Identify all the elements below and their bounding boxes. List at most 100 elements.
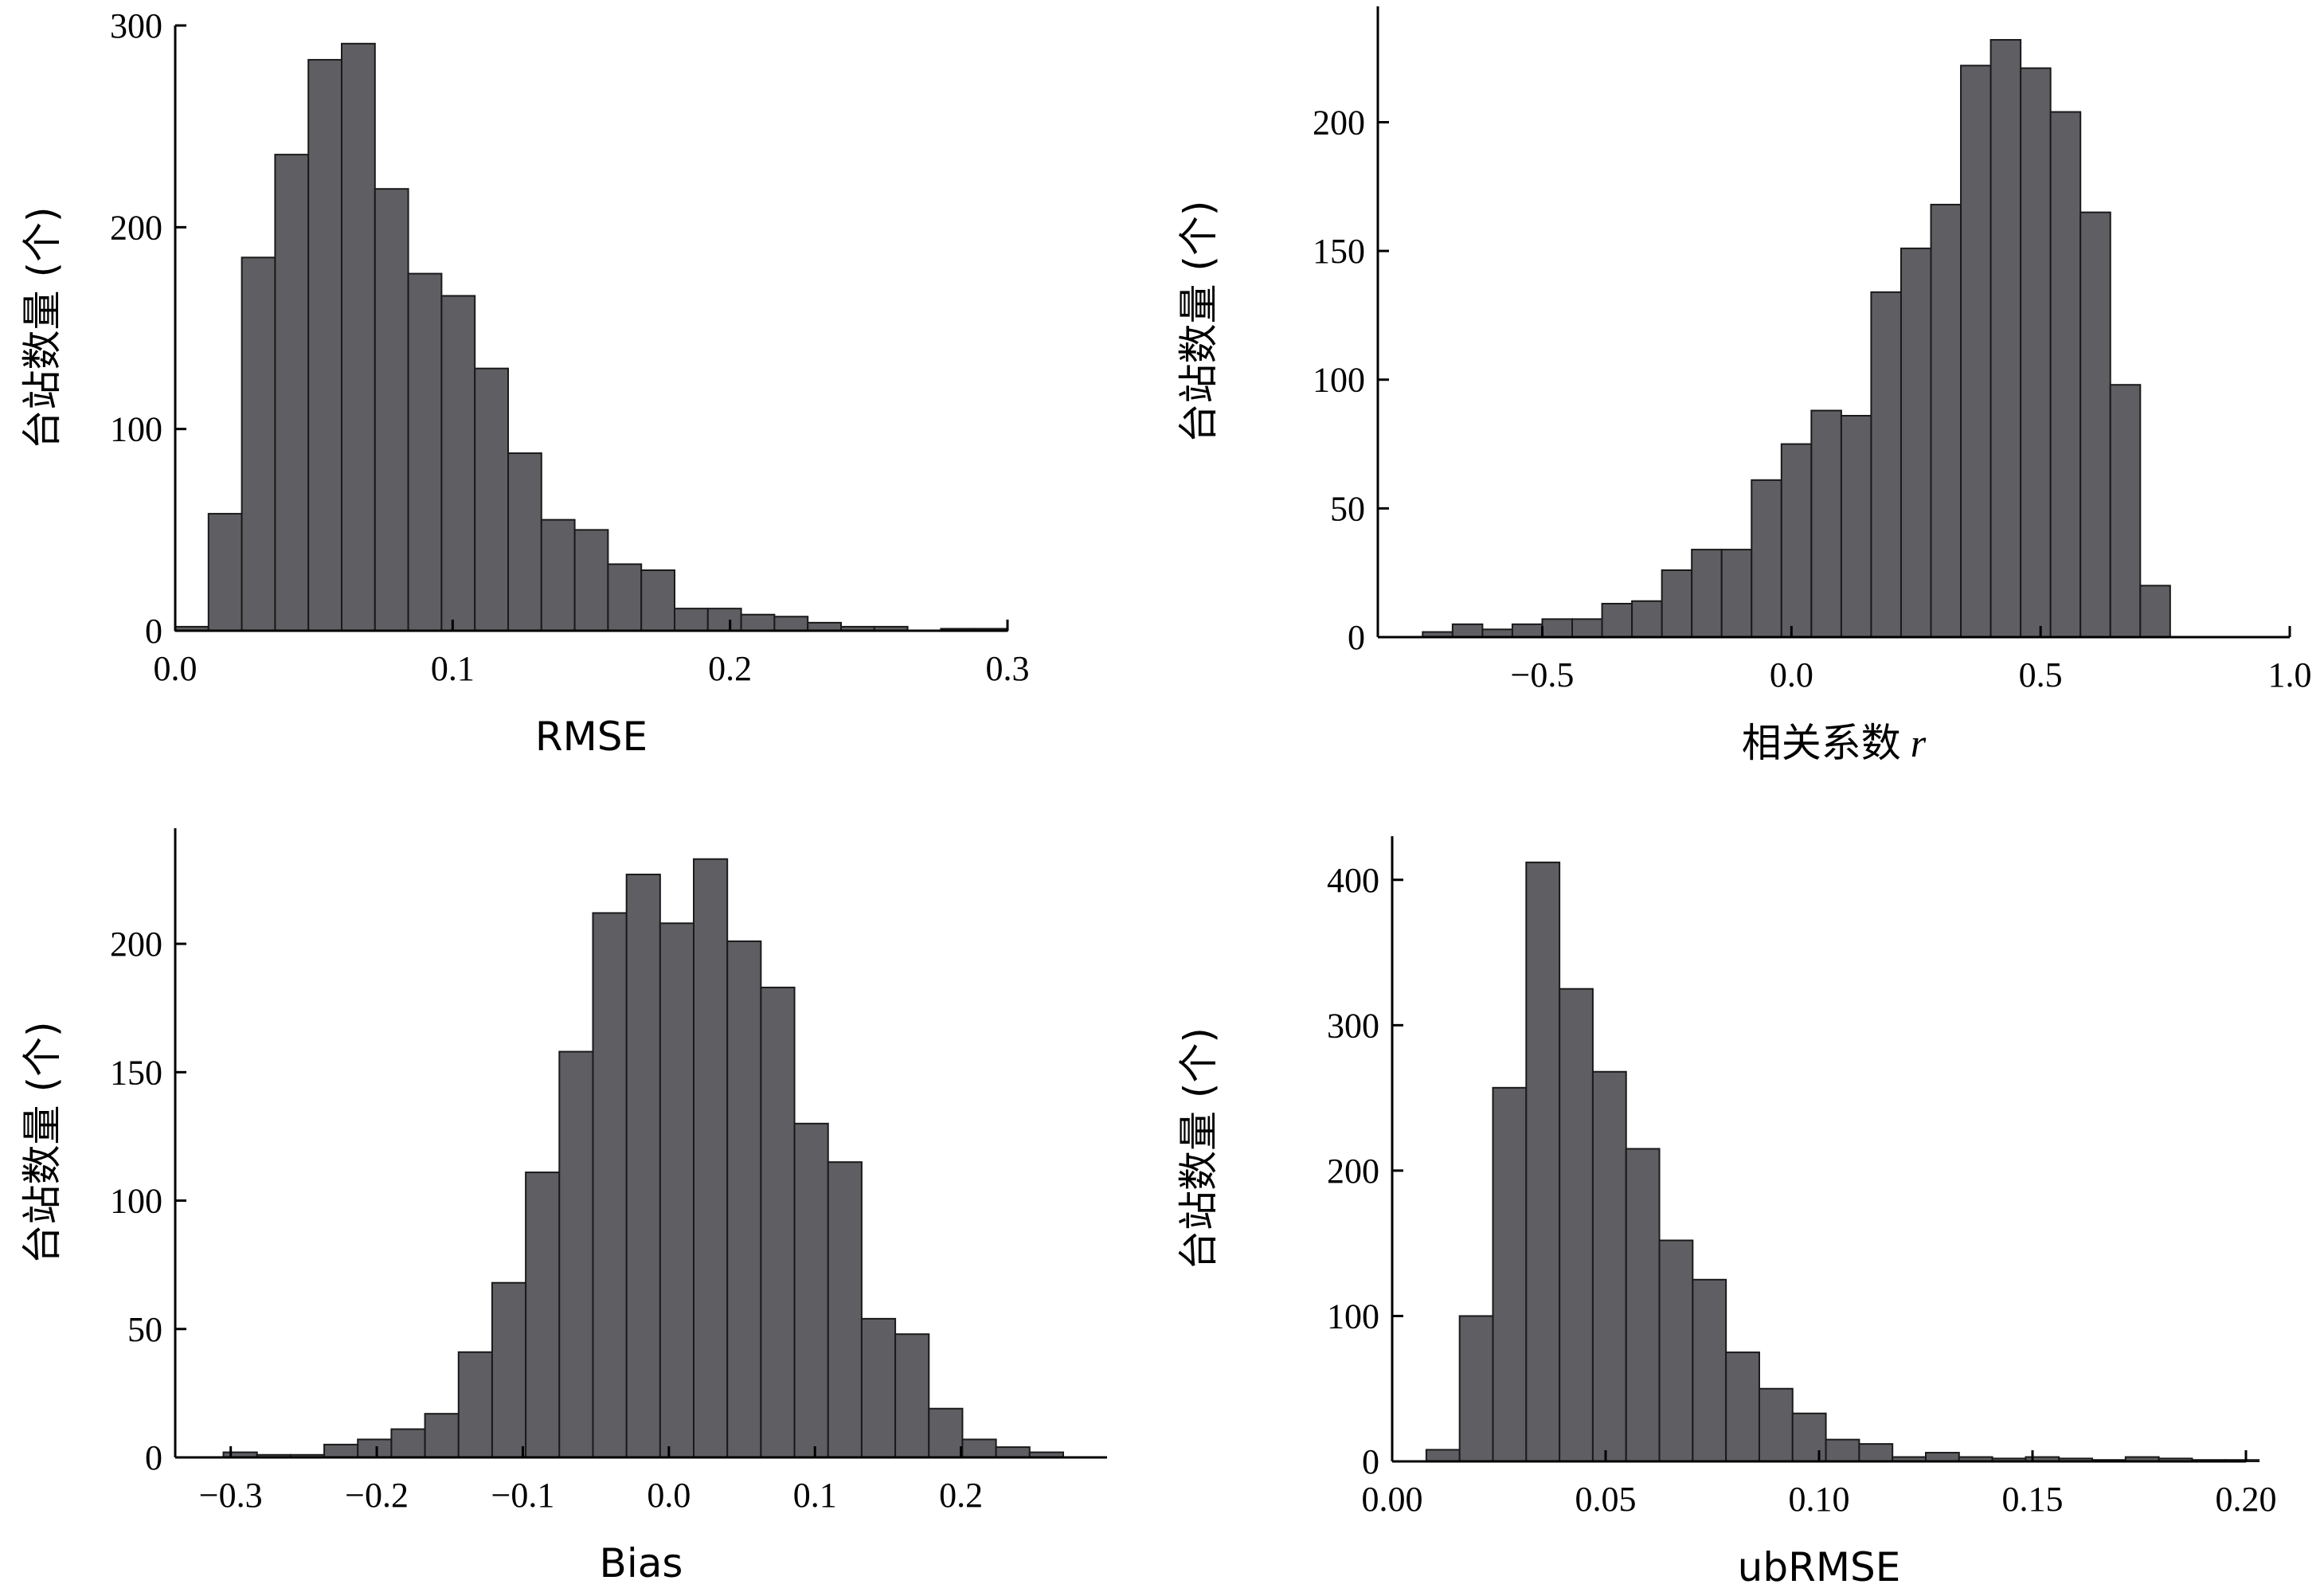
x-axis-label-text: RMSE xyxy=(535,714,648,760)
x-tick-label: 0.0 xyxy=(1770,655,1813,694)
x-tick-label: 0.2 xyxy=(939,1476,983,1515)
histogram-bar xyxy=(1858,1443,1894,1462)
histogram-bar xyxy=(1691,549,1723,638)
histogram-bar xyxy=(607,563,643,632)
histogram-bar xyxy=(1791,1412,1827,1463)
histogram-bar xyxy=(2020,67,2052,638)
histogram-bar xyxy=(1451,623,1484,638)
panel-rmse: 0 100 200 300 0.0 0.1 0.2 0.3 RMSE 台站数量 (个) xyxy=(19,6,1030,760)
histogram-bar xyxy=(440,295,476,632)
panel-ubrmse: 0 100 200 300 400 0.00 0.05 0.10 0.15 0.20 ubRMSE 台… xyxy=(1176,836,2277,1590)
x-tick-label: −0.3 xyxy=(199,1476,263,1515)
histogram-bar xyxy=(726,940,762,1458)
x-axis-label-variable: r xyxy=(1911,721,1927,765)
histogram-bar xyxy=(241,256,276,632)
histogram-bar xyxy=(674,608,709,632)
y-tick-label: 100 xyxy=(110,1182,162,1221)
histogram-bar xyxy=(1492,1086,1528,1462)
histogram-bar xyxy=(807,621,843,632)
histogram-bar xyxy=(1840,414,1872,638)
histogram-bar xyxy=(693,858,729,1458)
histogram-bar xyxy=(740,613,776,632)
y-tick-label: 0 xyxy=(1362,1442,1379,1481)
histogram-bar xyxy=(1661,569,1693,639)
y-tick-label: 200 xyxy=(110,925,162,964)
histogram-bar xyxy=(1591,1070,1627,1462)
y-tick-label: 150 xyxy=(110,1053,162,1092)
histogram-bar xyxy=(659,922,695,1458)
y-tick-label: 100 xyxy=(1327,1297,1379,1336)
histogram-bar xyxy=(1725,1351,1760,1463)
histogram-bar xyxy=(640,569,676,632)
histogram-bar xyxy=(1720,549,1753,638)
histogram-bar xyxy=(558,1050,594,1459)
histogram-bar xyxy=(307,59,343,632)
y-tick-label: 400 xyxy=(1327,861,1379,900)
histogram-bar xyxy=(407,272,443,632)
histogram-bar xyxy=(1930,203,1962,638)
y-tick-label: 300 xyxy=(110,6,162,45)
histogram-bar xyxy=(1899,247,1932,638)
x-tick-label: 0.20 xyxy=(2216,1480,2277,1519)
histogram-bar xyxy=(207,513,243,632)
x-tick-label: −0.5 xyxy=(1511,655,1575,694)
histogram-bar xyxy=(374,188,409,632)
histogram-bar xyxy=(995,1446,1031,1459)
y-tick-label: 100 xyxy=(110,410,162,449)
histogram-bar xyxy=(827,1161,863,1459)
histogram-bar xyxy=(2109,384,2142,638)
y-tick-label: 100 xyxy=(1313,361,1365,400)
histogram-bar xyxy=(540,518,576,632)
y-tick-label: 0 xyxy=(1348,618,1365,657)
histogram-bar xyxy=(625,874,661,1458)
y-tick-label: 300 xyxy=(1327,1006,1379,1045)
y-tick-label: 0 xyxy=(145,1438,162,1477)
histogram-bar xyxy=(1810,409,1842,639)
histogram-bar xyxy=(491,1281,527,1459)
histogram-bar xyxy=(1780,443,1813,638)
x-tick-label: 0.0 xyxy=(154,649,198,688)
histogram-bar xyxy=(474,367,510,632)
y-tick-label: 50 xyxy=(1330,489,1365,528)
x-tick-label: 0.1 xyxy=(793,1476,837,1515)
histogram-bar xyxy=(1658,1239,1694,1462)
x-tick-label: −0.2 xyxy=(345,1476,409,1515)
y-axis-label: 台站数量 (个) xyxy=(1176,201,1222,444)
histogram-bar xyxy=(592,912,628,1459)
histogram-bar xyxy=(573,529,609,632)
panel-bias: 0 50 100 150 200 −0.3 −0.2 −0.1 0.0 0.1 0.2 Bias 台站数… xyxy=(19,828,1107,1586)
y-tick-label: 200 xyxy=(1327,1152,1379,1191)
histogram-bar xyxy=(1989,39,2022,639)
histogram-bar xyxy=(1511,623,1543,638)
histogram-bar xyxy=(1631,600,1663,638)
y-axis-label: 台站数量 (个) xyxy=(1176,1027,1222,1270)
histogram-bar xyxy=(424,1413,460,1459)
histogram-bar xyxy=(2079,211,2111,638)
x-axis-label: Bias xyxy=(600,1540,683,1586)
histogram-bar xyxy=(1425,1449,1461,1463)
histogram-bar xyxy=(1870,291,1902,638)
histogram-bar xyxy=(525,1172,561,1459)
x-tick-label: 0.10 xyxy=(1789,1480,1850,1519)
histogram-bar xyxy=(793,1122,829,1458)
histogram-bar xyxy=(2139,585,2171,638)
histogram-bar xyxy=(323,1443,359,1459)
histogram-bar xyxy=(1751,479,1782,638)
histogram-bar xyxy=(1525,861,1561,1462)
histogram-bar xyxy=(357,1438,393,1459)
y-axis-label: 台站数量 (个) xyxy=(19,1022,65,1265)
y-tick-label: 200 xyxy=(1313,103,1365,142)
histogram-bar xyxy=(928,1407,964,1459)
x-axis-label: ubRMSE xyxy=(1738,1544,1901,1590)
y-tick-label: 200 xyxy=(110,208,162,247)
x-axis-label: RMSE xyxy=(535,714,648,760)
histogram-bar xyxy=(894,1333,930,1458)
y-axis-label: 台站数量 (个) xyxy=(19,207,65,450)
x-tick-label: 0.15 xyxy=(2002,1480,2064,1519)
histogram-bar xyxy=(1692,1278,1727,1463)
histogram-bar xyxy=(1925,1452,1960,1462)
histogram-bar xyxy=(1559,988,1594,1462)
histogram-bar xyxy=(1825,1438,1860,1463)
x-tick-label: −0.1 xyxy=(491,1476,555,1515)
